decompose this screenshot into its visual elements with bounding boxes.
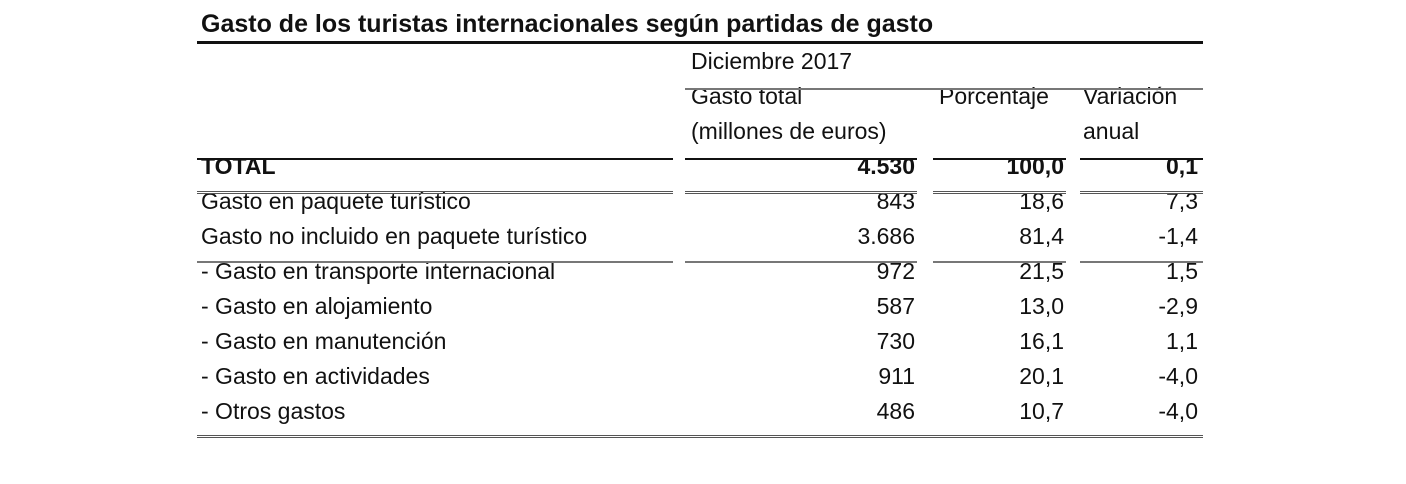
row-label: - Otros gastos — [201, 398, 346, 424]
header-rule-label — [197, 158, 673, 160]
row-gasto: 843 — [876, 188, 915, 214]
table-row: - Gasto en alojamiento 587 13,0 -2,9 — [197, 289, 1203, 324]
row-label: Gasto en paquete turístico — [201, 188, 471, 214]
variacion-header: Variación — [1083, 83, 1178, 109]
header-rule-variacion — [1080, 158, 1203, 160]
row-label: Gasto no incluido en paquete turístico — [201, 223, 588, 249]
table-row: - Otros gastos 486 10,7 -4,0 — [197, 394, 1203, 429]
row-porcentaje: 18,6 — [1019, 188, 1064, 214]
subsection-rule-porcentaje — [933, 261, 1066, 263]
subsection-rule-variacion — [1080, 261, 1203, 263]
row-gasto: 3.686 — [857, 223, 915, 249]
gasto-total-header: Gasto total — [691, 83, 803, 109]
total-rule-label — [197, 191, 673, 194]
header-rule-porcentaje — [933, 158, 1066, 160]
row-variacion: -1,4 — [1158, 223, 1198, 249]
row-porcentaje: 21,5 — [1019, 258, 1064, 284]
row-label: - Gasto en alojamiento — [201, 293, 433, 319]
table-title: Gasto de los turistas internacionales se… — [197, 8, 1203, 44]
subsection-rule-gasto — [685, 261, 917, 263]
total-rule-gasto — [685, 191, 917, 194]
variacion-sub-header: anual — [1083, 118, 1140, 144]
table-row: - Gasto en transporte internacional 972 … — [197, 254, 1203, 289]
header-columns-row-2: (millones de euros) anual — [197, 114, 1203, 149]
row-gasto: 4.530 — [857, 153, 915, 179]
header-columns-row-1: Gasto total Porcentaje Variación — [197, 79, 1203, 114]
gasto-total-unit-header: (millones de euros) — [691, 118, 887, 144]
row-porcentaje: 81,4 — [1019, 223, 1064, 249]
row-label: - Gasto en actividades — [201, 363, 430, 389]
row-variacion: -4,0 — [1158, 398, 1198, 424]
row-variacion: 0,1 — [1166, 153, 1198, 179]
row-porcentaje: 13,0 — [1019, 293, 1064, 319]
row-porcentaje: 20,1 — [1019, 363, 1064, 389]
table-row: Gasto no incluido en paquete turístico 3… — [197, 219, 1203, 254]
table-row: Gasto en paquete turístico 843 18,6 7,3 — [197, 184, 1203, 219]
row-label: TOTAL — [201, 153, 276, 179]
table-row-total: TOTAL 4.530 100,0 0,1 — [197, 149, 1203, 184]
row-variacion: 7,3 — [1166, 188, 1198, 214]
total-rule-porcentaje — [933, 191, 1066, 194]
row-gasto: 486 — [876, 398, 915, 424]
row-label: - Gasto en transporte internacional — [201, 258, 556, 284]
row-porcentaje: 10,7 — [1019, 398, 1064, 424]
row-variacion: -2,9 — [1158, 293, 1198, 319]
row-variacion: 1,5 — [1166, 258, 1198, 284]
row-gasto: 730 — [876, 328, 915, 354]
row-variacion: 1,1 — [1166, 328, 1198, 354]
header-rule-gasto — [685, 158, 917, 160]
expenditure-table: Gasto de los turistas internacionales se… — [197, 8, 1203, 438]
period-label: Diciembre 2017 — [691, 48, 853, 74]
table-row: - Gasto en manutención 730 16,1 1,1 — [197, 324, 1203, 359]
table-bottom-rule — [197, 435, 1203, 438]
header-period-row: Diciembre 2017 — [197, 44, 1203, 79]
row-gasto: 911 — [878, 363, 915, 389]
subsection-rule-label — [197, 261, 673, 263]
row-gasto: 587 — [876, 293, 915, 319]
period-underline — [685, 88, 1203, 90]
porcentaje-header: Porcentaje — [939, 83, 1049, 109]
row-gasto: 972 — [876, 258, 915, 284]
row-variacion: -4,0 — [1158, 363, 1198, 389]
table-row: - Gasto en actividades 911 20,1 -4,0 — [197, 359, 1203, 394]
row-porcentaje: 100,0 — [1006, 153, 1064, 179]
row-porcentaje: 16,1 — [1019, 328, 1064, 354]
total-rule-variacion — [1080, 191, 1203, 194]
row-label: - Gasto en manutención — [201, 328, 447, 354]
